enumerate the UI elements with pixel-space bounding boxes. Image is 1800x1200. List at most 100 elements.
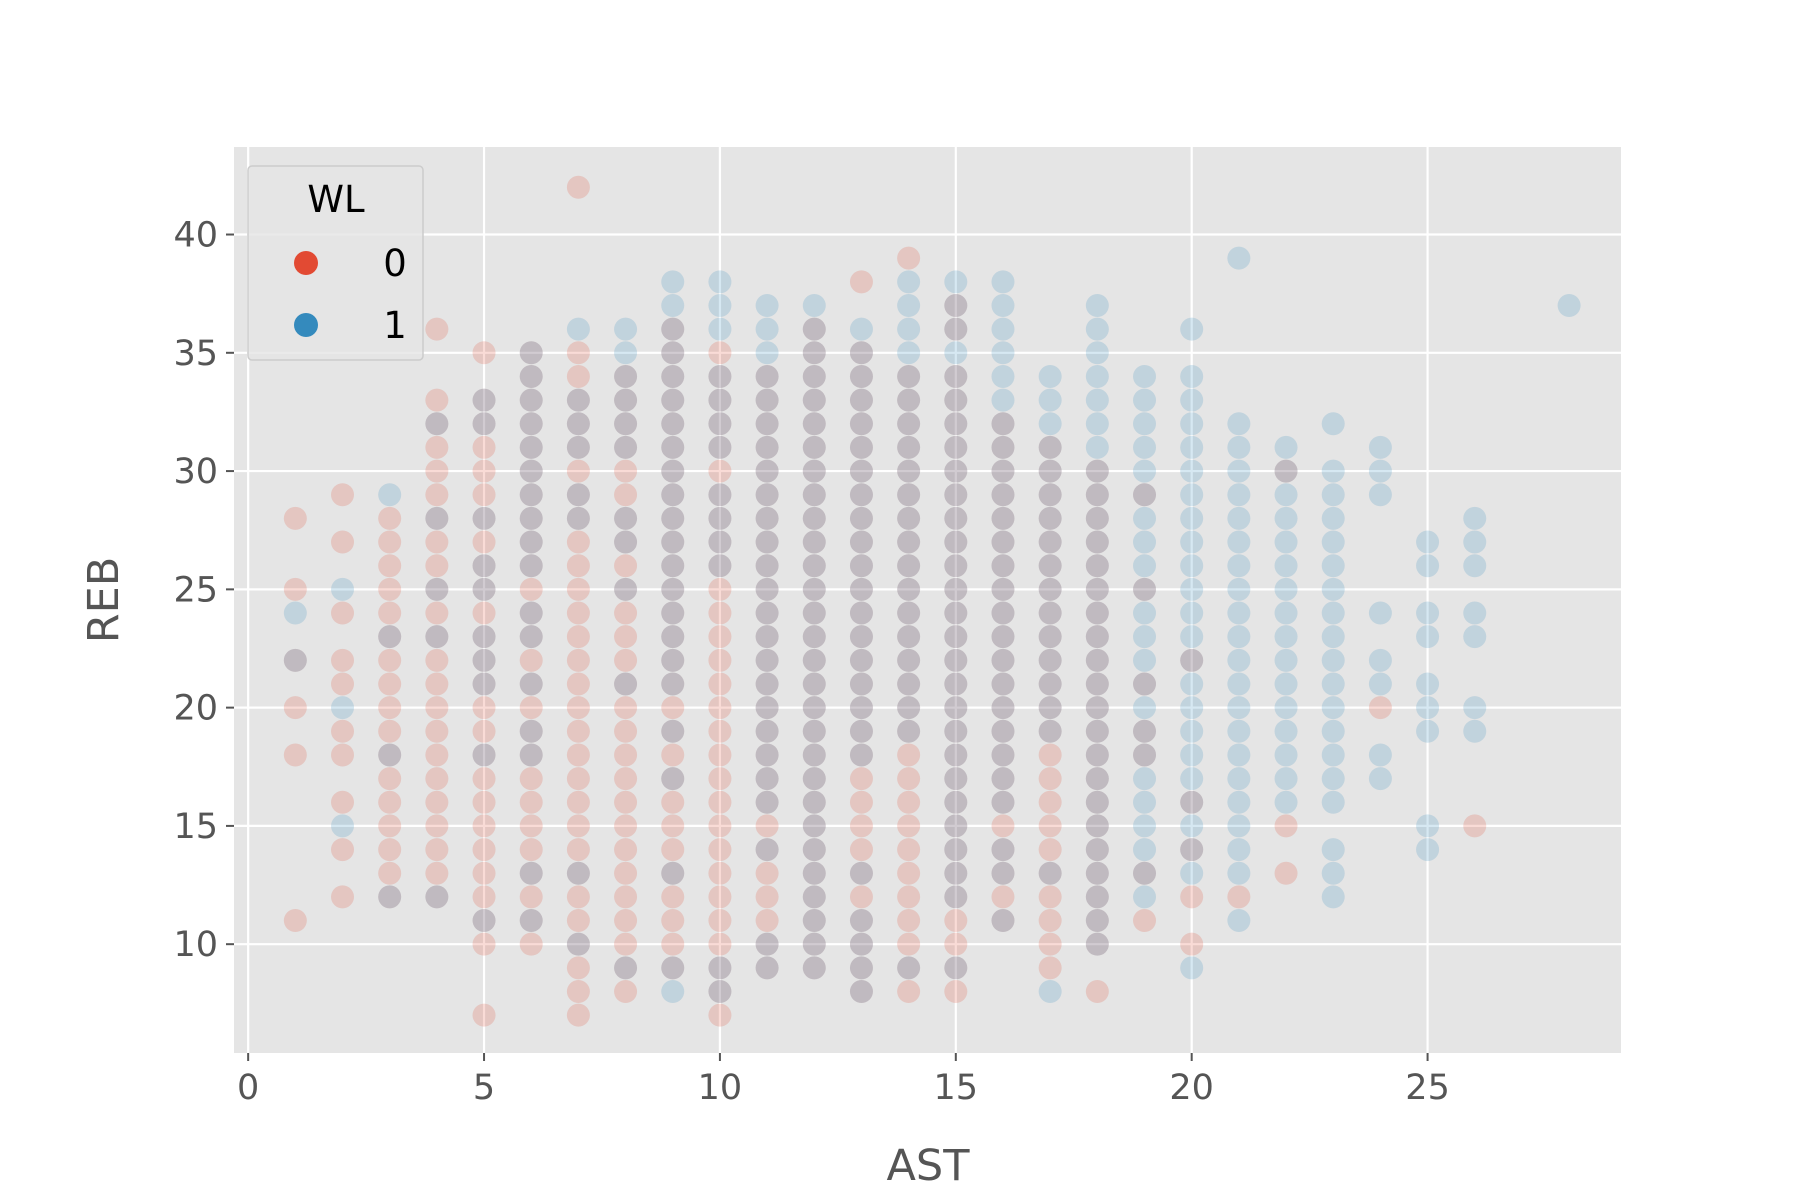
data-point xyxy=(1463,601,1487,625)
data-point xyxy=(1416,672,1440,696)
data-point xyxy=(991,719,1015,743)
data-point xyxy=(897,388,921,412)
data-point xyxy=(708,554,732,578)
data-point xyxy=(1085,719,1109,743)
plot-background xyxy=(234,147,1621,1053)
data-point xyxy=(566,388,590,412)
data-point xyxy=(1274,861,1298,885)
data-point xyxy=(1085,483,1109,507)
data-point xyxy=(849,625,873,649)
data-point xyxy=(614,388,638,412)
data-point xyxy=(849,554,873,578)
data-point xyxy=(708,506,732,530)
data-point xyxy=(661,672,685,696)
data-point xyxy=(1416,554,1440,578)
data-point xyxy=(1274,483,1298,507)
data-point xyxy=(991,577,1015,601)
data-point xyxy=(1321,719,1345,743)
data-point xyxy=(897,412,921,436)
data-point xyxy=(991,388,1015,412)
data-point xyxy=(519,341,543,365)
data-point xyxy=(1085,909,1109,933)
data-point xyxy=(991,577,1015,601)
data-point xyxy=(661,790,685,814)
data-point xyxy=(1180,838,1204,862)
data-point xyxy=(755,932,779,956)
data-point xyxy=(1038,530,1062,554)
data-point xyxy=(802,459,826,483)
data-point xyxy=(519,672,543,696)
data-point xyxy=(614,838,638,862)
data-point xyxy=(1133,838,1157,862)
data-point xyxy=(849,577,873,601)
data-point xyxy=(708,483,732,507)
data-point xyxy=(519,672,543,696)
data-point xyxy=(991,838,1015,862)
data-point xyxy=(519,459,543,483)
data-point xyxy=(1133,719,1157,743)
legend-box xyxy=(247,165,424,361)
data-point xyxy=(991,341,1015,365)
data-point xyxy=(755,530,779,554)
data-point xyxy=(1133,435,1157,459)
data-point xyxy=(708,577,732,601)
data-point xyxy=(802,790,826,814)
data-point xyxy=(661,341,685,365)
legend-label-0: 0 xyxy=(383,242,407,285)
data-point xyxy=(1463,696,1487,720)
data-point xyxy=(472,412,496,436)
data-point xyxy=(614,577,638,601)
data-point xyxy=(802,790,826,814)
data-point xyxy=(944,506,968,530)
data-point xyxy=(614,932,638,956)
data-point xyxy=(755,838,779,862)
data-point xyxy=(1085,814,1109,838)
data-point xyxy=(802,317,826,341)
data-point xyxy=(897,364,921,388)
data-point xyxy=(849,388,873,412)
data-point xyxy=(708,270,732,294)
data-point xyxy=(331,483,355,507)
data-point xyxy=(991,861,1015,885)
data-point xyxy=(1463,814,1487,838)
data-point xyxy=(1133,648,1157,672)
legend: WL 0 1 xyxy=(247,165,424,361)
data-point xyxy=(1085,719,1109,743)
data-point xyxy=(519,530,543,554)
data-point xyxy=(991,672,1015,696)
data-point xyxy=(661,483,685,507)
data-point xyxy=(661,625,685,649)
data-point xyxy=(1038,956,1062,980)
data-point xyxy=(1133,790,1157,814)
data-point xyxy=(661,435,685,459)
data-point xyxy=(802,601,826,625)
data-point xyxy=(1085,530,1109,554)
data-point xyxy=(472,743,496,767)
data-point xyxy=(991,672,1015,696)
data-point xyxy=(1227,554,1251,578)
data-point xyxy=(1085,648,1109,672)
data-point xyxy=(519,625,543,649)
data-point xyxy=(944,554,968,578)
data-point xyxy=(1227,530,1251,554)
data-point xyxy=(755,932,779,956)
data-point xyxy=(614,979,638,1003)
data-point xyxy=(519,388,543,412)
data-point xyxy=(802,577,826,601)
data-point xyxy=(708,388,732,412)
data-point xyxy=(991,435,1015,459)
data-point xyxy=(661,861,685,885)
data-point xyxy=(991,601,1015,625)
data-point xyxy=(614,696,638,720)
data-point xyxy=(755,838,779,862)
data-point xyxy=(849,483,873,507)
data-point xyxy=(1133,364,1157,388)
data-point xyxy=(1038,554,1062,578)
data-point xyxy=(519,932,543,956)
data-point xyxy=(897,364,921,388)
data-point xyxy=(566,483,590,507)
data-point xyxy=(614,412,638,436)
data-point xyxy=(519,814,543,838)
data-point xyxy=(378,554,402,578)
